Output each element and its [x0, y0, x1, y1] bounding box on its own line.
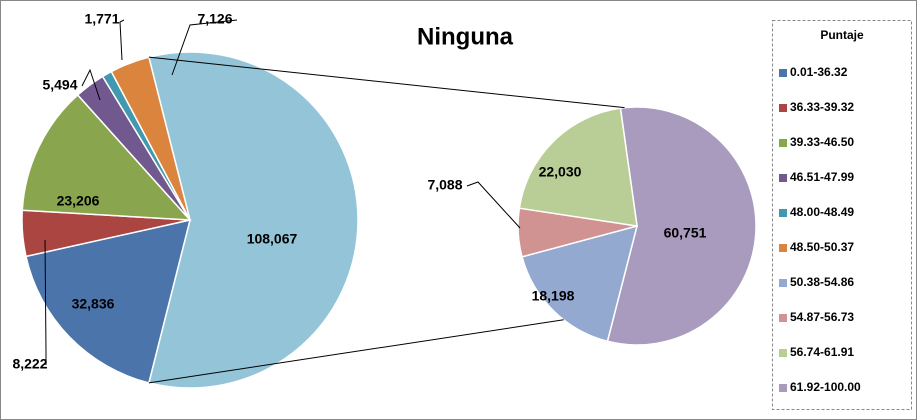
- pie-slice: [606, 106, 757, 346]
- pie-slice: [521, 224, 639, 343]
- connector-line: [148, 319, 564, 384]
- leader-line: [171, 19, 238, 76]
- legend-swatch: [779, 69, 787, 77]
- legend-label: 48.00-48.49: [790, 205, 854, 219]
- legend-box: [772, 20, 912, 410]
- pie-slice: [147, 51, 359, 389]
- legend-label: 56.74-61.91: [790, 345, 854, 359]
- legend-label: 54.87-56.73: [790, 310, 854, 324]
- legend-swatch: [779, 314, 787, 322]
- data-label: 22,030: [539, 164, 582, 180]
- legend-swatch: [779, 349, 787, 357]
- pie-slice: [21, 93, 192, 221]
- leader-line: [81, 68, 101, 101]
- data-label: 23,206: [57, 193, 100, 209]
- data-label: 60,751: [664, 225, 707, 241]
- data-label: 8,222: [12, 356, 47, 372]
- data-label: 1,771: [84, 11, 119, 27]
- legend-label: 48.50-50.37: [790, 240, 854, 254]
- legend-label: 39.33-46.50: [790, 135, 854, 149]
- data-label: 108,067: [247, 231, 298, 247]
- legend-swatch: [779, 244, 787, 252]
- legend-label: 46.51-47.99: [790, 170, 854, 184]
- legend-swatch: [779, 209, 787, 217]
- legend-swatch: [779, 104, 787, 112]
- legend-swatch: [779, 139, 787, 147]
- data-label: 18,198: [532, 288, 575, 304]
- pie-slice: [518, 107, 638, 227]
- leader-line: [466, 181, 521, 229]
- legend-title: Puntaje: [820, 28, 864, 42]
- chart-title: Ninguna: [417, 23, 514, 50]
- legend-swatch: [779, 384, 787, 392]
- connector-line: [148, 56, 625, 109]
- data-label: 7,126: [197, 11, 232, 27]
- legend-label: 61.92-100.00: [790, 380, 861, 394]
- legend-label: 36.33-39.32: [790, 100, 854, 114]
- pie-slice: [110, 56, 191, 221]
- data-label: 7,088: [427, 177, 462, 193]
- leader-line: [44, 239, 47, 365]
- data-label: 5,494: [42, 77, 77, 93]
- pie-slice: [25, 219, 192, 384]
- leader-line: [119, 19, 125, 61]
- legend-swatch: [779, 279, 787, 287]
- legend-label: 50.38-54.86: [790, 275, 854, 289]
- legend-label: 0.01-36.32: [790, 65, 848, 79]
- data-label: 32,836: [72, 296, 115, 312]
- legend-swatch: [779, 174, 787, 182]
